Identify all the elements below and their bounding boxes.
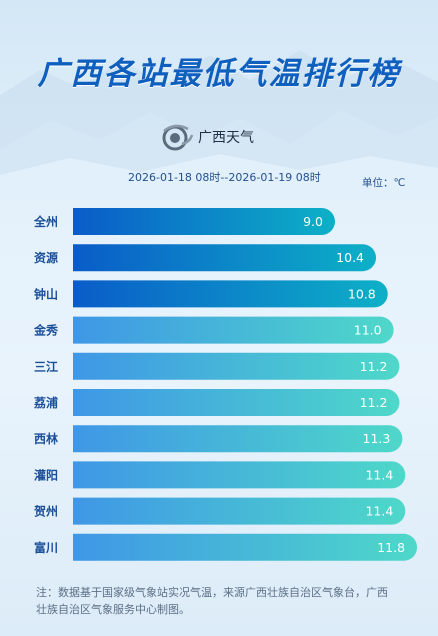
bar [73,316,394,344]
brand-name: 广西天气 [198,130,254,146]
bar [73,533,418,561]
category-label: 全州 [33,214,58,229]
bar [73,425,403,453]
category-label: 富川 [34,540,58,555]
unit-label: 单位：℃ [362,177,406,189]
category-label: 金秀 [33,323,59,338]
time-period: 2026-01-18 08时--2026-01-19 08时 [128,171,321,184]
value-label: 11.3 [363,431,391,446]
value-label: 9.0 [303,214,323,229]
bar [73,352,400,380]
value-label: 11.0 [354,323,382,338]
bar [73,389,400,416]
value-label: 11.4 [365,504,393,519]
value-label: 11.8 [377,540,405,555]
bar [73,461,406,489]
bar [73,244,377,272]
bar [73,280,388,308]
value-label: 11.2 [360,395,388,410]
mountain-background [0,50,438,200]
category-label: 资源 [34,250,58,265]
value-label: 11.4 [365,467,393,482]
value-label: 10.8 [348,286,376,301]
value-label: 11.2 [360,359,388,374]
bar [73,497,406,525]
page-title: 广西各站最低气温排行榜 [37,56,401,92]
category-label: 西林 [34,431,58,446]
bar [73,208,335,235]
brand: 广西天气 [160,122,254,152]
category-label: 荔浦 [33,395,58,410]
category-label: 三江 [34,359,58,374]
category-label: 贺州 [33,504,58,519]
category-label: 灌阳 [33,467,58,482]
guangxi-weather-logo-icon [162,124,194,151]
value-label: 10.4 [336,250,364,265]
temperature-bar-chart: 全州 9.0 资源 10.4 钟山 10.8 金秀 11.0 三江 11.2 荔浦 11.2 西林 11.… [33,208,418,561]
footnote: 注：数据基于国家级气象站实况气温，来源广西壮族自治区气象台，广西壮族自治区气象服… [36,586,388,616]
category-label: 钟山 [34,286,58,301]
